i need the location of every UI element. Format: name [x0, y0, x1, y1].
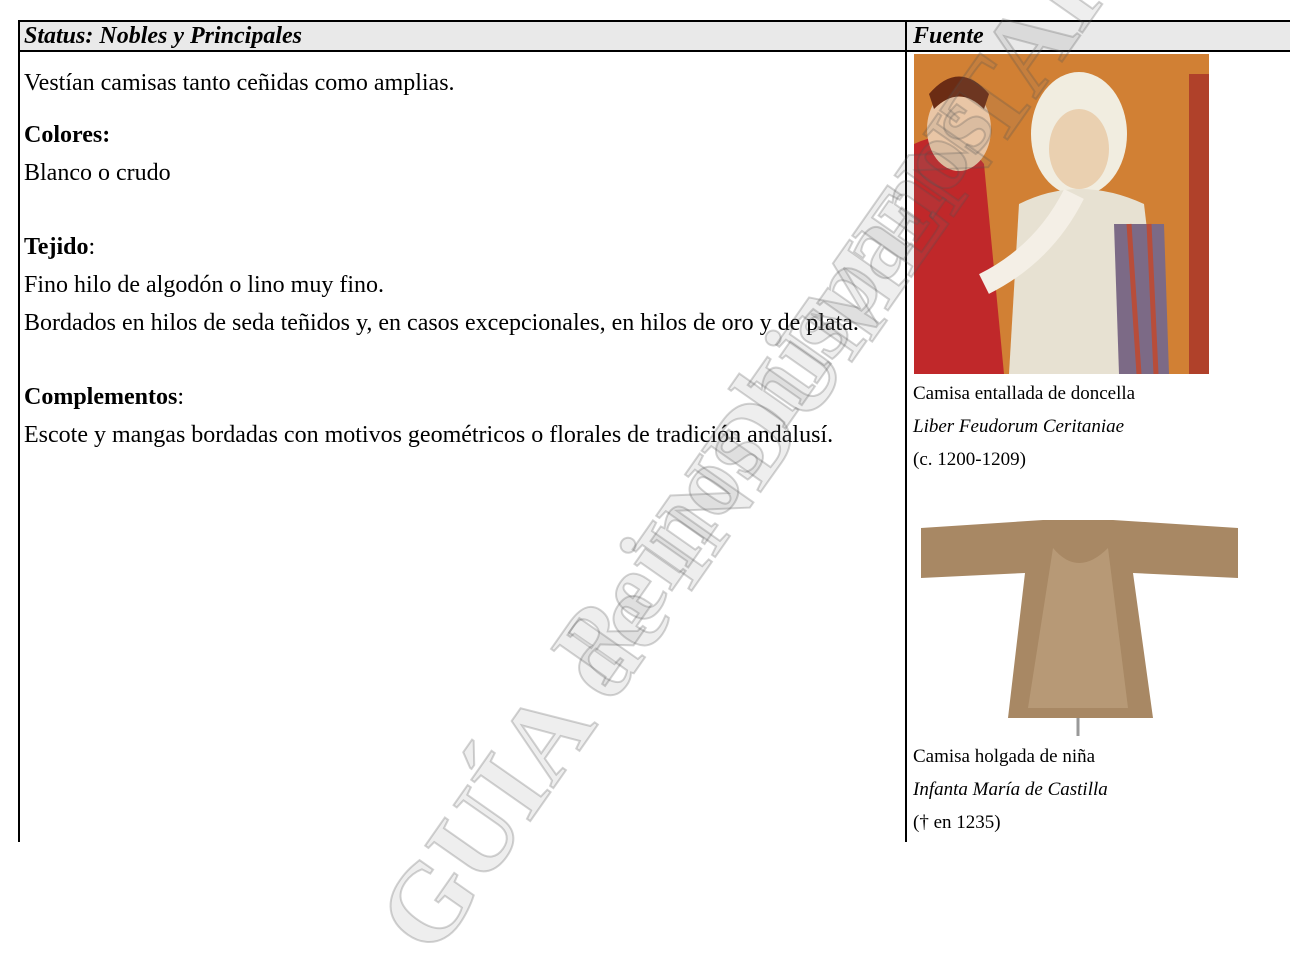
- section-line: Bordados en hilos de seda teñidos y, en …: [24, 310, 859, 336]
- section-heading: Tejido:: [24, 228, 886, 266]
- caption-line: Infanta María de Castilla: [913, 779, 1108, 800]
- header-row: Status: Nobles y Principales Fuente: [20, 22, 1290, 52]
- sources: Camisa entallada de doncella Liber Feudor…: [913, 54, 1290, 839]
- caption-line: Liber Feudorum Ceritaniae: [913, 416, 1125, 437]
- column-divider: [905, 22, 907, 842]
- caption-line: Camisa entallada de doncella: [913, 383, 1136, 404]
- section-heading: Colores:: [24, 116, 886, 154]
- caption-line: (c. 1200-1209): [913, 449, 1026, 470]
- heading-punct: :: [177, 384, 184, 410]
- section: Colores: Blanco o crudo: [24, 116, 886, 192]
- miniature-image: [914, 54, 1209, 374]
- caption: Camisa holgada de niña Infanta María de C…: [913, 740, 1290, 839]
- description: Vestían camisas tanto ceñidas como ampli…: [24, 64, 886, 454]
- status-header: Status: Nobles y Principales: [24, 23, 303, 49]
- heading-text: Complementos: [24, 384, 178, 410]
- section-line: Blanco o crudo: [24, 160, 171, 186]
- section: Tejido: Fino hilo de algodón o lino muy f…: [24, 228, 886, 342]
- section-line: Fino hilo de algodón o lino muy fino.: [24, 272, 384, 298]
- page: Status: Nobles y Principales Fuente Vest…: [18, 0, 1290, 975]
- heading-text: Colores:: [24, 122, 111, 148]
- intro: Vestían camisas tanto ceñidas como ampli…: [24, 70, 455, 96]
- table: Status: Nobles y Principales Fuente Vest…: [18, 20, 1290, 842]
- caption-line: Camisa holgada de niña: [913, 746, 1096, 767]
- section: Complementos: Escote y mangas bordadas co…: [24, 378, 886, 454]
- source-header: Fuente: [913, 23, 984, 49]
- section-line: Escote y mangas bordadas con motivos geo…: [24, 422, 834, 448]
- heading-text: Tejido: [24, 234, 89, 260]
- caption-line: († en 1235): [913, 812, 1001, 833]
- garment-image: [921, 520, 1238, 736]
- caption: Camisa entallada de doncella Liber Feudor…: [913, 377, 1290, 476]
- heading-punct: :: [88, 234, 96, 260]
- section-heading: Complementos:: [24, 378, 886, 416]
